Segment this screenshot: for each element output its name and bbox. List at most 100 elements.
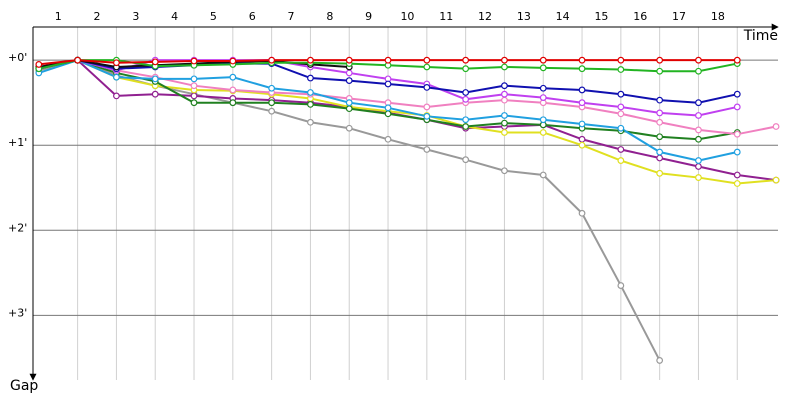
data-point [190, 82, 198, 90]
data-point [190, 57, 198, 65]
data-point [268, 84, 276, 92]
data-point [617, 103, 625, 111]
x-tick-label: 13 [517, 10, 531, 23]
data-point [656, 109, 664, 117]
data-point [539, 64, 547, 72]
x-tick-label: 17 [672, 10, 686, 23]
x-tick-label: 3 [132, 10, 139, 23]
data-point [695, 99, 702, 107]
data-point [578, 141, 586, 149]
data-point [501, 96, 508, 104]
data-point [74, 56, 82, 64]
data-point [423, 56, 431, 64]
data-point [733, 103, 741, 111]
data-point [423, 83, 431, 91]
x-tick-label: 14 [556, 10, 570, 23]
data-point [307, 74, 314, 82]
data-point [656, 154, 664, 162]
data-point [578, 99, 586, 107]
data-point [617, 66, 625, 73]
data-point [462, 65, 470, 73]
data-point [656, 133, 664, 141]
data-point [539, 116, 547, 124]
data-point [113, 59, 120, 67]
x-tick-label: 18 [711, 10, 725, 23]
data-point [656, 357, 664, 364]
data-point [539, 56, 547, 64]
data-point [695, 56, 702, 64]
data-point [501, 119, 508, 127]
data-point [462, 95, 470, 103]
data-point [384, 110, 392, 118]
data-point [229, 57, 237, 65]
data-point [733, 90, 741, 98]
x-axis-title: Time [743, 28, 778, 44]
data-point [656, 169, 664, 177]
data-point [423, 63, 431, 71]
data-point [501, 82, 508, 90]
data-point [617, 282, 625, 289]
data-point [578, 65, 586, 73]
data-point [695, 126, 702, 134]
data-point [384, 56, 392, 64]
y-tick-label: +3' [8, 306, 27, 319]
data-point [656, 56, 664, 64]
data-point [462, 123, 470, 130]
x-tick-label: 4 [171, 10, 178, 23]
data-point [656, 148, 664, 156]
data-point [345, 56, 353, 64]
data-point [501, 56, 508, 64]
data-point [656, 67, 664, 75]
data-point [695, 163, 702, 170]
data-point [345, 124, 353, 132]
x-tick-label: 7 [288, 10, 295, 23]
x-tick-label: 16 [633, 10, 647, 23]
x-tick-label: 15 [594, 10, 608, 23]
x-tick-label: 12 [478, 10, 492, 23]
data-point [462, 56, 470, 64]
data-point [695, 157, 702, 164]
data-point [578, 209, 586, 217]
data-point [539, 84, 547, 92]
data-point [772, 176, 780, 184]
data-point [229, 99, 237, 107]
y-axis-title: Gap [10, 378, 38, 394]
data-point [229, 86, 237, 94]
data-point [578, 120, 586, 128]
x-tick-label: 8 [326, 10, 333, 23]
data-point [578, 135, 586, 143]
data-point [345, 69, 353, 77]
data-point [462, 116, 470, 124]
data-point [617, 124, 625, 132]
plot [35, 56, 780, 364]
data-point [617, 56, 625, 64]
data-point [462, 156, 470, 164]
y-tick-label: +2' [8, 221, 27, 234]
data-point [501, 112, 508, 119]
data-point [384, 80, 392, 88]
data-point [190, 75, 198, 83]
data-point [384, 135, 392, 143]
x-tick-label: 9 [365, 10, 372, 23]
data-point [578, 86, 586, 94]
data-point [501, 167, 508, 175]
data-point [35, 61, 43, 68]
data-point [268, 107, 276, 115]
data-point [539, 94, 547, 101]
data-point [695, 112, 702, 119]
data-point [617, 110, 625, 118]
data-point [151, 90, 159, 98]
data-point [423, 103, 431, 111]
data-point [268, 56, 276, 64]
data-point [772, 123, 780, 130]
data-point [733, 180, 741, 187]
data-point [423, 146, 431, 153]
x-tick-label: 6 [249, 10, 256, 23]
data-point [501, 129, 508, 136]
data-point [539, 171, 547, 179]
data-point [539, 129, 547, 136]
y-tick-label: +1' [8, 136, 27, 149]
data-point [656, 96, 664, 104]
data-point [733, 171, 741, 179]
